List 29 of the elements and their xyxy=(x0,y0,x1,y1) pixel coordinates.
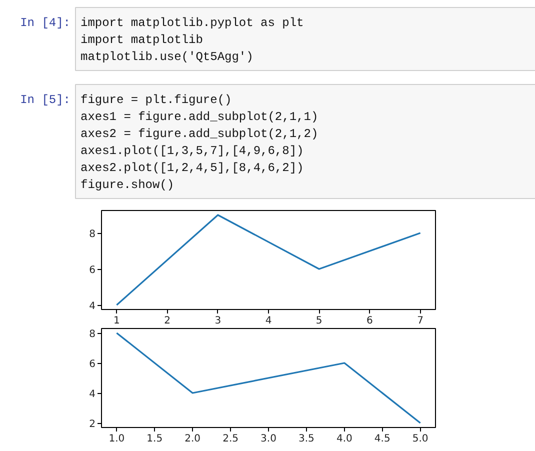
y-tick-label: 4 xyxy=(89,389,96,400)
x-tick-label: 2.0 xyxy=(184,434,201,444)
text: import matplotlib.pyplot as plt import matplotlib matplotlib.use('Qt5Agg') xyxy=(80,16,304,64)
text: In [4]: xyxy=(20,16,71,30)
x-tick-label: 3.0 xyxy=(260,434,276,444)
y-tick-label: 6 xyxy=(89,359,96,370)
y-tick-label: 8 xyxy=(89,229,96,240)
x-tick-label: 7 xyxy=(417,316,424,326)
y-tick-label: 4 xyxy=(89,301,96,312)
x-tick-label: 2.5 xyxy=(222,434,238,444)
x-tick-label: 4.0 xyxy=(336,434,352,444)
text: In [5]: xyxy=(20,93,71,107)
x-tick-label: 6 xyxy=(366,316,373,326)
x-tick-label: 4 xyxy=(265,316,272,326)
x-tick-label: 4.5 xyxy=(374,434,390,444)
x-tick-label: 5 xyxy=(316,316,322,326)
y-tick-label: 8 xyxy=(89,329,96,340)
text: figure = plt.figure() axes1 = figure.add_subplot(2,1,1) axes2 = figure.add_subplot(2,1,2) axes1.plot([1,3,5,7],[4,9,6,8]) axes2.plot([1,2,4,5],[8,4,6,2]) figure.show() xyxy=(80,93,318,192)
line-series xyxy=(116,214,422,306)
x-tick-label: 2 xyxy=(164,316,170,326)
y-tick-label: 6 xyxy=(89,265,96,276)
x-tick-label: 1 xyxy=(114,316,120,326)
x-tick-label: 1.5 xyxy=(146,434,163,444)
x-tick-label: 3.5 xyxy=(298,434,314,444)
y-tick-label: 2 xyxy=(89,419,96,430)
x-tick-label: 3 xyxy=(214,316,222,326)
line-series xyxy=(116,332,422,424)
x-tick-label: 1.0 xyxy=(108,434,125,444)
x-tick-label: 5.0 xyxy=(412,434,428,444)
